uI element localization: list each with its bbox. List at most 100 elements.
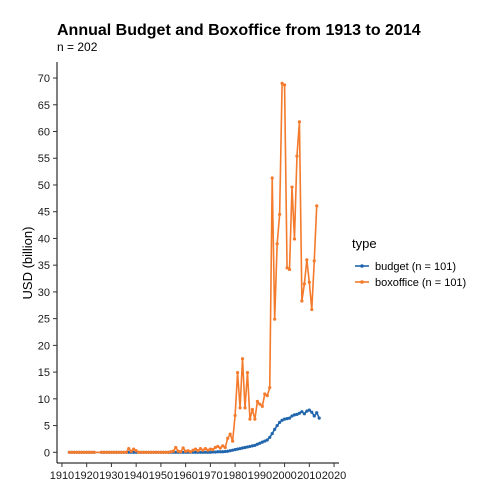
data-point [198,446,203,451]
data-point [213,445,217,450]
data-point [305,409,309,413]
data-point [213,450,217,454]
data-point [235,447,240,451]
data-point [265,438,269,442]
legend-key-point [360,280,364,284]
data-point [67,450,71,454]
data-point [146,450,151,454]
data-point [216,450,220,454]
data-point [253,443,257,447]
data-point [154,450,158,454]
data-point [292,237,297,241]
data-point [198,450,203,454]
data-point [305,258,309,262]
data-point [139,450,143,454]
data-point [226,449,230,453]
data-point [231,439,235,443]
data-point [206,448,210,452]
data-point [295,154,299,158]
data-point [273,427,277,431]
data-point [218,450,222,454]
chart-title: Annual Budget and Boxoffice from 1913 to… [57,22,421,39]
data-point [250,444,255,448]
data-point [260,440,264,444]
data-point [290,414,294,418]
data-point [179,450,183,454]
data-point [191,448,195,452]
data-point [258,441,262,445]
x-tick-label: 1940 [124,470,148,482]
legend-item: budget (n = 101) [355,261,456,273]
data-point [235,371,240,375]
data-point [149,450,153,454]
y-tick-label: 55 [38,153,50,165]
data-point [171,449,175,453]
data-point [193,447,198,451]
data-point [295,412,299,416]
data-point [243,406,247,410]
data-point [203,446,208,451]
x-tick-label: 1970 [198,470,222,482]
data-point [211,450,215,454]
data-point [300,299,304,303]
x-tick-label: 1980 [223,470,247,482]
data-point [248,417,252,421]
y-tick-label: 50 [38,180,50,192]
data-point [307,280,311,284]
data-point [310,307,314,312]
data-point [164,450,168,454]
data-point [317,416,321,420]
x-tick-label: 1910 [50,470,74,482]
y-tick-label: 15 [38,367,50,379]
data-point [240,446,245,450]
data-point [275,423,279,428]
data-point [310,410,314,414]
data-point [315,411,319,415]
data-point [124,450,128,454]
data-point [280,81,284,85]
data-point [92,450,96,454]
data-point [72,450,76,454]
data-point [99,450,104,454]
data-point [240,357,245,361]
data-point [137,450,141,454]
data-point [302,412,306,416]
data-point [243,445,247,450]
data-point [208,447,212,451]
data-point [297,120,302,124]
x-tick-label: 1920 [74,470,98,482]
data-point [70,450,74,454]
data-point [169,450,173,454]
data-point [270,431,274,436]
data-point [231,448,235,452]
data-point [248,444,252,449]
data-point [268,435,272,439]
data-point [260,404,264,408]
data-point [285,417,289,421]
y-tick-label: 40 [38,233,50,245]
data-point [228,449,232,453]
data-point [186,449,190,453]
data-point [132,450,136,454]
legend-label: boxoffice (n = 101) [375,277,466,289]
data-point [181,450,185,454]
x-axis: 1910 1920 1930 1940 1950 1960 1970 1980 1990 2000… [50,462,346,482]
y-axis: 0 5 10 15 20 25 30 35 40 45 50 55 60 65 70 [38,62,58,463]
data-point [211,448,215,452]
y-tick-label: 20 [38,340,50,352]
data-point [312,414,316,418]
data-point [208,450,212,454]
data-point [221,450,225,454]
data-point [77,450,81,454]
data-point [226,436,230,441]
data-point [132,447,136,451]
data-point [156,450,161,454]
data-point [263,392,267,396]
x-tick-label: 2010 [297,470,321,482]
data-point [273,317,277,321]
data-point [233,413,237,418]
data-point [287,267,292,272]
y-tick-label: 5 [44,421,50,433]
data-point [263,439,267,443]
data-point [201,448,205,452]
